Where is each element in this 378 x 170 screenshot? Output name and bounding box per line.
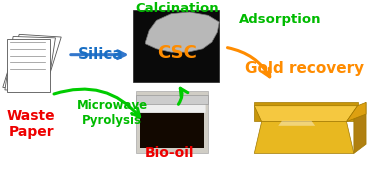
FancyBboxPatch shape bbox=[3, 34, 61, 90]
Text: Bio-oil: Bio-oil bbox=[145, 146, 194, 160]
Text: CSC: CSC bbox=[157, 44, 197, 62]
Text: Calcination: Calcination bbox=[135, 2, 218, 15]
Bar bbox=[140, 112, 204, 148]
Polygon shape bbox=[354, 102, 366, 153]
Polygon shape bbox=[146, 12, 219, 52]
Polygon shape bbox=[254, 106, 358, 122]
Bar bbox=[136, 95, 208, 104]
FancyBboxPatch shape bbox=[139, 103, 206, 113]
Text: Microwave
Pyrolysis: Microwave Pyrolysis bbox=[77, 99, 148, 127]
Bar bbox=[136, 91, 208, 152]
Polygon shape bbox=[254, 122, 354, 153]
Polygon shape bbox=[278, 121, 315, 126]
Text: Silica: Silica bbox=[78, 47, 124, 62]
Text: Waste
Paper: Waste Paper bbox=[7, 109, 56, 139]
Text: Gold recovery: Gold recovery bbox=[245, 61, 364, 76]
FancyBboxPatch shape bbox=[5, 37, 56, 91]
Text: Adsorption: Adsorption bbox=[239, 13, 321, 26]
Polygon shape bbox=[347, 102, 366, 122]
FancyBboxPatch shape bbox=[7, 39, 50, 92]
Bar bbox=[133, 10, 219, 82]
Polygon shape bbox=[254, 102, 358, 121]
